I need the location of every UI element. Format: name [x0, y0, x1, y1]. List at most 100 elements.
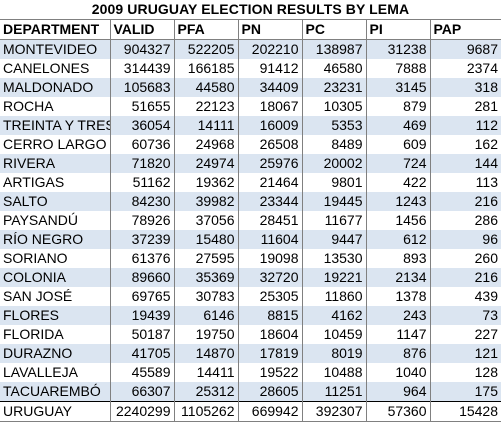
pi-cell: 876: [365, 344, 430, 363]
pfa-cell: 14870: [173, 344, 238, 363]
pi-cell: 31238: [365, 39, 430, 59]
pfa-cell: 35369: [173, 268, 238, 287]
pap-cell: 128: [429, 363, 501, 382]
pc-cell: 4162: [301, 306, 366, 325]
department-cell: SORIANO: [0, 249, 110, 268]
table-row: CERRO LARGO 60736 24968 26508 8489 609 162: [0, 135, 501, 154]
department-cell: FLORES: [0, 306, 110, 325]
table-row: DURAZNO 41705 14870 17819 8019 876 121: [0, 344, 501, 363]
pn-cell: 25976: [237, 154, 302, 173]
department-cell: RÍO NEGRO: [0, 230, 110, 249]
pc-cell: 10459: [301, 325, 366, 344]
valid-cell: 51162: [109, 173, 174, 192]
pc-cell: 11677: [301, 211, 366, 230]
pc-cell: 8489: [301, 135, 366, 154]
table-row: SORIANO 61376 27595 19098 13530 893 260: [0, 249, 501, 268]
total-pc-cell: 392307: [301, 401, 366, 422]
pn-cell: 17819: [237, 344, 302, 363]
department-cell: ROCHA: [0, 97, 110, 116]
total-pfa-cell: 1105262: [173, 401, 238, 422]
valid-cell: 105683: [109, 78, 174, 97]
department-cell: CERRO LARGO: [0, 135, 110, 154]
pn-cell: 18604: [237, 325, 302, 344]
pfa-cell: 22123: [173, 97, 238, 116]
valid-cell: 904327: [109, 39, 174, 59]
pfa-cell: 24974: [173, 154, 238, 173]
pap-cell: 2374: [429, 59, 501, 78]
pfa-cell: 27595: [173, 249, 238, 268]
pap-cell: 439: [429, 287, 501, 306]
pi-cell: 7888: [365, 59, 430, 78]
pc-cell: 9447: [301, 230, 366, 249]
valid-cell: 314439: [109, 59, 174, 78]
table-row: MONTEVIDEO 904327 522205 202210 138987 31238 9…: [0, 39, 501, 59]
table-row: ARTIGAS 51162 19362 21464 9801 422 113: [0, 173, 501, 192]
department-cell: DURAZNO: [0, 344, 110, 363]
table-row: ROCHA 51655 22123 18067 10305 879 281: [0, 97, 501, 116]
pn-cell: 21464: [237, 173, 302, 192]
pfa-cell: 19362: [173, 173, 238, 192]
total-pi-cell: 57360: [365, 401, 430, 422]
pap-cell: 121: [429, 344, 501, 363]
pn-cell: 32720: [237, 268, 302, 287]
pc-cell: 46580: [301, 59, 366, 78]
pi-cell: 1147: [365, 325, 430, 344]
pc-cell: 19221: [301, 268, 366, 287]
pfa-cell: 15480: [173, 230, 238, 249]
department-cell: LAVALLEJA: [0, 363, 110, 382]
valid-cell: 41705: [109, 344, 174, 363]
pap-cell: 318: [429, 78, 501, 97]
column-header-department: DEPARTMENT: [0, 19, 110, 40]
pn-cell: 23344: [237, 192, 302, 211]
valid-cell: 69765: [109, 287, 174, 306]
pfa-cell: 37056: [173, 211, 238, 230]
column-header-pap: PAP: [429, 19, 501, 40]
pap-cell: 175: [429, 382, 501, 402]
pfa-cell: 6146: [173, 306, 238, 325]
pfa-cell: 14411: [173, 363, 238, 382]
table-row: LAVALLEJA 45589 14411 19522 10488 1040 128: [0, 363, 501, 382]
valid-cell: 37239: [109, 230, 174, 249]
valid-cell: 61376: [109, 249, 174, 268]
pi-cell: 879: [365, 97, 430, 116]
pc-cell: 8019: [301, 344, 366, 363]
pfa-cell: 39982: [173, 192, 238, 211]
pfa-cell: 166185: [173, 59, 238, 78]
pn-cell: 34409: [237, 78, 302, 97]
pi-cell: 893: [365, 249, 430, 268]
column-header-pfa: PFA: [173, 19, 238, 40]
valid-cell: 19439: [109, 306, 174, 325]
pc-cell: 138987: [301, 39, 366, 59]
pc-cell: 5353: [301, 116, 366, 135]
pi-cell: 1243: [365, 192, 430, 211]
pc-cell: 23231: [301, 78, 366, 97]
pap-cell: 96: [429, 230, 501, 249]
pi-cell: 964: [365, 382, 430, 402]
table-row: RIVERA 71820 24974 25976 20002 724 144: [0, 154, 501, 173]
pap-cell: 73: [429, 306, 501, 325]
department-cell: MONTEVIDEO: [0, 39, 110, 59]
table-row: CANELONES 314439 166185 91412 46580 7888 2374: [0, 59, 501, 78]
pn-cell: 19522: [237, 363, 302, 382]
pi-cell: 612: [365, 230, 430, 249]
pap-cell: 260: [429, 249, 501, 268]
pc-cell: 10305: [301, 97, 366, 116]
pi-cell: 1456: [365, 211, 430, 230]
pfa-cell: 44580: [173, 78, 238, 97]
pn-cell: 8815: [237, 306, 302, 325]
pi-cell: 1378: [365, 287, 430, 306]
pc-cell: 10488: [301, 363, 366, 382]
pfa-cell: 522205: [173, 39, 238, 59]
department-cell: CANELONES: [0, 59, 110, 78]
pi-cell: 422: [365, 173, 430, 192]
table-row: MALDONADO 105683 44580 34409 23231 3145 318: [0, 78, 501, 97]
pfa-cell: 19750: [173, 325, 238, 344]
pfa-cell: 25312: [173, 382, 238, 402]
pc-cell: 13530: [301, 249, 366, 268]
department-cell: TACUAREMBÓ: [0, 382, 110, 402]
pfa-cell: 14111: [173, 116, 238, 135]
pn-cell: 26508: [237, 135, 302, 154]
pn-cell: 18067: [237, 97, 302, 116]
pn-cell: 11604: [237, 230, 302, 249]
department-cell: FLORIDA: [0, 325, 110, 344]
